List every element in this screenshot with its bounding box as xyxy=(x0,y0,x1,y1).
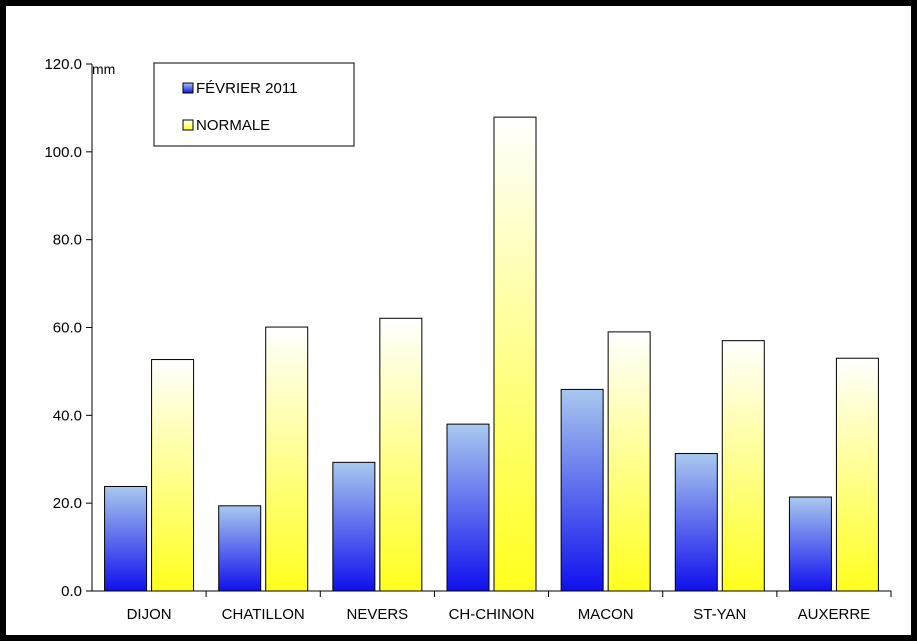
bar-fevrier-nevers xyxy=(332,461,376,592)
legend-swatch-normale xyxy=(182,119,194,131)
y-axis-unit-label: mm xyxy=(92,61,115,77)
y-tick-label: 120.0 xyxy=(44,56,82,73)
bar-normale-macon xyxy=(607,331,651,592)
y-tick-label: 60.0 xyxy=(53,320,82,337)
bar-fevrier-auxerre xyxy=(788,496,832,592)
legend-label-fevrier: FÉVRIER 2011 xyxy=(196,80,297,97)
x-category-label: DIJON xyxy=(127,606,172,623)
y-tick-label: 100.0 xyxy=(44,144,82,161)
bar-normale-auxerre xyxy=(835,357,879,592)
x-category-label: CH-CHINON xyxy=(449,606,535,623)
bar-normale-chatillon xyxy=(265,326,309,592)
x-category-label: NEVERS xyxy=(347,606,409,623)
bar-fevrier-dijon xyxy=(104,485,148,592)
legend-box xyxy=(153,62,355,147)
bar-chart: 0.0 20.0 40.0 60.0 80.0 100.0 120.0 DIJON CHATI… xyxy=(44,56,892,623)
legend: FÉVRIER 2011 NORMALE xyxy=(153,62,355,147)
legend-label-normale: NORMALE xyxy=(196,117,270,134)
y-tick-label: 80.0 xyxy=(53,232,82,249)
bar-fevrier-macon xyxy=(560,388,604,592)
x-axis: DIJON CHATILLON NEVERS CH-CHINON MACON ST-YAN… xyxy=(92,590,892,623)
x-category-label: CHATILLON xyxy=(222,606,305,623)
bar-normale-ch-chinon xyxy=(493,116,537,592)
bars-group xyxy=(104,116,879,592)
x-category-label: AUXERRE xyxy=(798,606,871,623)
y-tick-label: 0.0 xyxy=(61,583,82,600)
bar-fevrier-ch-chinon xyxy=(446,423,490,592)
bar-normale-nevers xyxy=(379,317,423,592)
bar-normale-dijon xyxy=(151,359,195,592)
y-tick-label: 40.0 xyxy=(53,407,82,424)
bar-normale-st-yan xyxy=(721,340,765,592)
x-category-label: MACON xyxy=(578,606,634,623)
bar-fevrier-chatillon xyxy=(218,505,262,592)
y-tick-label: 20.0 xyxy=(53,495,82,512)
y-axis: 0.0 20.0 40.0 60.0 80.0 100.0 120.0 xyxy=(44,56,93,600)
legend-swatch-fevrier xyxy=(182,82,194,94)
x-category-label: ST-YAN xyxy=(693,606,746,623)
bar-fevrier-st-yan xyxy=(674,453,718,592)
